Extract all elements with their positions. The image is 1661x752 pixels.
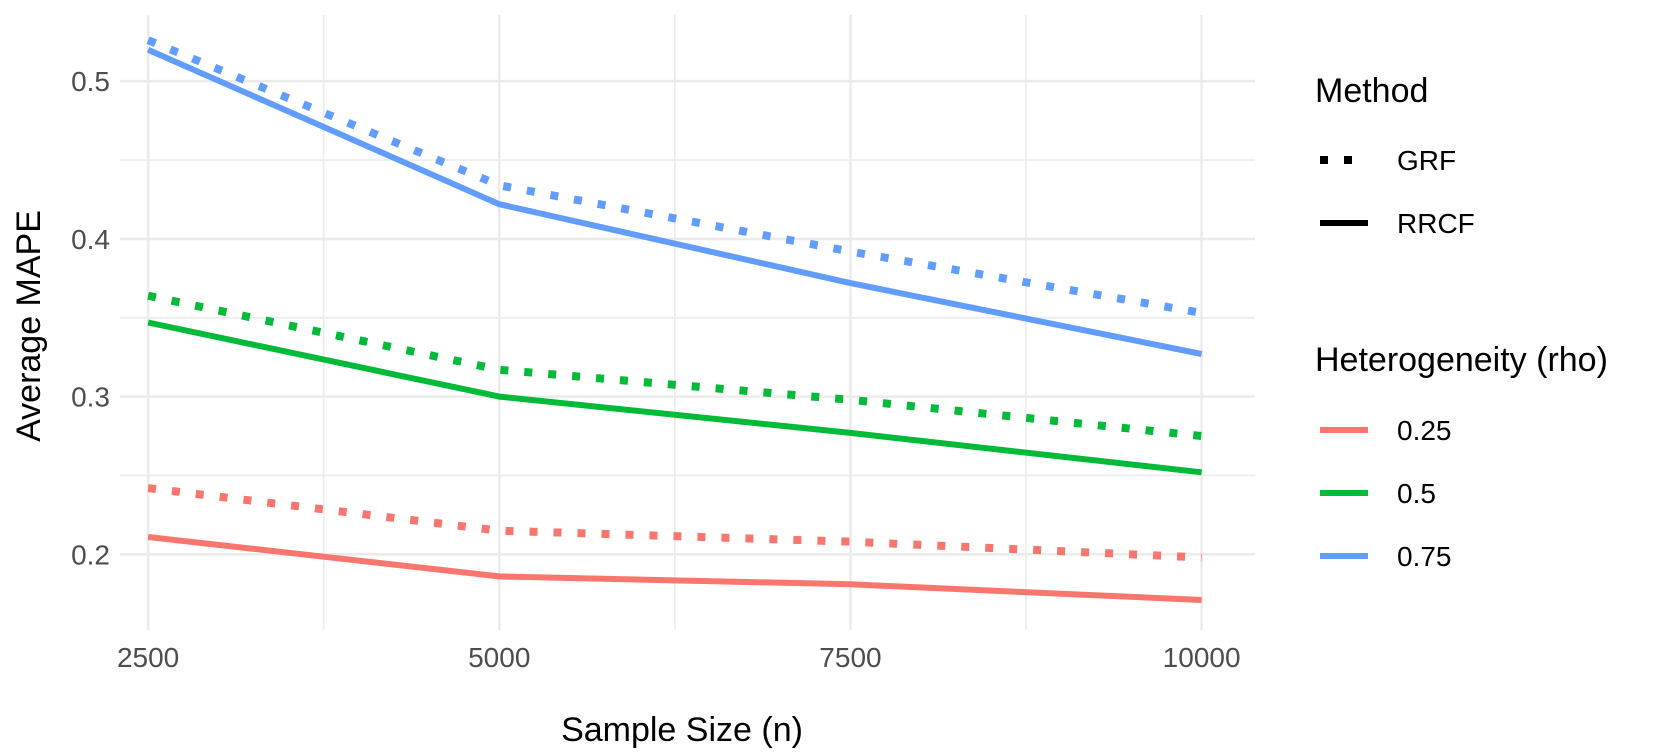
x-axis-title: Sample Size (n): [561, 711, 803, 749]
x-tick-label: 5000: [468, 642, 530, 673]
legend-heterogeneity-title: Heterogeneity (rho): [1315, 341, 1608, 379]
y-axis-ticks: 0.2 0.3 0.4 0.5: [71, 66, 110, 570]
y-tick-label: 0.3: [71, 382, 110, 413]
legend-heterogeneity: Heterogeneity (rho) 0.25 0.5 0.75: [1315, 341, 1608, 572]
x-tick-label: 2500: [117, 642, 179, 673]
y-tick-label: 0.5: [71, 66, 110, 97]
legend-label-grf: GRF: [1397, 145, 1456, 176]
y-axis-title: Average MAPE: [10, 210, 48, 442]
legend-method-title: Method: [1315, 72, 1428, 110]
series-line-rrcf-rho-075: [146, 46, 1203, 357]
y-tick-label: 0.2: [71, 539, 110, 570]
x-axis-ticks: 2500 5000 7500 10000: [117, 642, 1241, 673]
legend-method: Method GRF RRCF: [1315, 72, 1475, 239]
series-line-grf-rho-05: [147, 291, 1203, 440]
legend-label-rrcf: RRCF: [1397, 208, 1475, 239]
legend-label-rho-025: 0.25: [1397, 415, 1452, 446]
series-line-grf-rho-075: [146, 36, 1203, 317]
legend-label-rho-05: 0.5: [1397, 478, 1436, 509]
series-line-rrcf-rho-05: [147, 319, 1202, 476]
series-line-grf-rho-025: [147, 484, 1202, 562]
series-lines: [146, 36, 1203, 603]
x-tick-label: 7500: [819, 642, 881, 673]
x-tick-label: 10000: [1163, 642, 1241, 673]
series-line-rrcf-rho-025: [147, 534, 1202, 603]
legend-label-rho-075: 0.75: [1397, 541, 1452, 572]
grid: [120, 15, 1255, 630]
y-tick-label: 0.4: [71, 224, 110, 255]
